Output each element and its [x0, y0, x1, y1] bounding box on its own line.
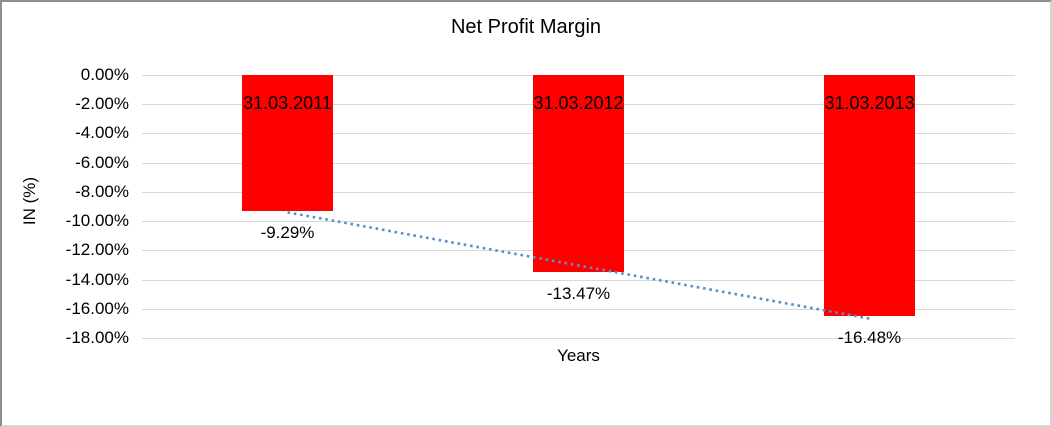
- y-axis-tick-label: -6.00%: [75, 152, 129, 172]
- category-label: 31.03.2012: [533, 93, 624, 113]
- data-label: -9.29%: [260, 222, 315, 242]
- data-label: -13.47%: [546, 283, 611, 303]
- data-label: -16.48%: [837, 327, 902, 347]
- y-axis-tick-label: -18.00%: [65, 328, 129, 347]
- y-axis-tick-label: 0.00%: [80, 65, 129, 84]
- bar-31.03.2011[interactable]: [242, 75, 333, 211]
- chart-title: Net Profit Margin: [450, 16, 602, 38]
- y-axis-tick-label: -8.00%: [75, 181, 129, 201]
- y-axis-tick-label: -14.00%: [65, 269, 129, 289]
- category-label: 31.03.2011: [243, 93, 332, 113]
- category-label: 31.03.2013: [824, 93, 915, 113]
- plot-area: 31.03.2011 -9.29% 31.03.2012 -13.47% 31.03.2…: [142, 74, 1015, 347]
- y-axis-tick-label: -10.00%: [65, 211, 129, 231]
- gridline: [142, 337, 1015, 339]
- label-layer: 31.03.2011 -9.29% 31.03.2012 -13.47% 31.03.2…: [142, 75, 1015, 347]
- y-axis-tick-label: -2.00%: [75, 94, 129, 114]
- y-axis-tick-label: -4.00%: [75, 123, 129, 143]
- y-axis-tick-label: -16.00%: [65, 298, 129, 318]
- y-axis-tick-labels: 0.00% -2.00% -4.00% -6.00% -8.00% -10.00% -12.…: [2, 65, 129, 347]
- y-axis-tick-label: -12.00%: [65, 240, 129, 260]
- x-axis-title: Years: [557, 346, 600, 365]
